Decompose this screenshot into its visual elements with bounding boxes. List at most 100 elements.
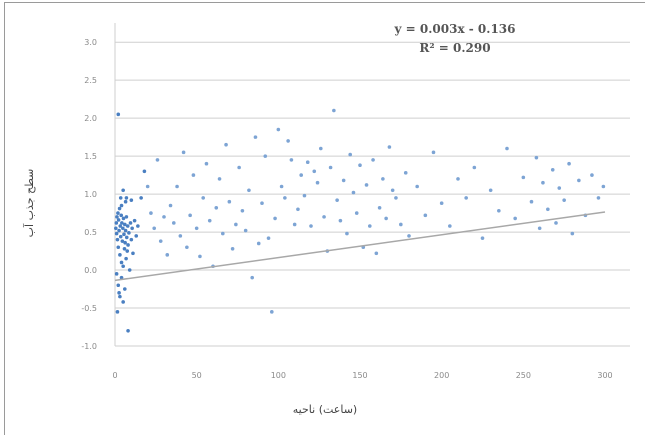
data-point (120, 221, 124, 225)
data-point (554, 221, 558, 225)
data-point (351, 190, 356, 195)
data-point (145, 184, 150, 189)
x-tick-label: 150 (352, 371, 367, 380)
data-point (136, 224, 140, 228)
x-tick-labels: 0 50 100 150 200 250 300 (112, 371, 612, 380)
data-point (124, 256, 128, 261)
data-point (118, 253, 122, 257)
data-point (407, 234, 411, 238)
data-point (315, 180, 320, 185)
data-point (247, 188, 251, 193)
y-tick-label: 1.0 (84, 190, 97, 199)
data-point (127, 268, 132, 272)
data-point (289, 158, 294, 162)
data-point (332, 108, 336, 113)
data-point (537, 226, 542, 231)
data-point (118, 224, 123, 228)
data-point (194, 226, 199, 231)
data-point (116, 245, 121, 250)
data-point (319, 146, 323, 151)
data-point (121, 264, 125, 269)
data-point (132, 218, 137, 223)
data-point (204, 161, 209, 166)
data-point (387, 145, 392, 149)
gridlines (114, 23, 630, 347)
data-point (120, 239, 125, 243)
data-point (354, 211, 359, 215)
y-tick-label: 1.5 (84, 152, 97, 161)
data-point (123, 222, 127, 227)
data-point (237, 165, 241, 170)
data-point (567, 161, 571, 166)
data-point (381, 177, 385, 181)
y-tick-label: 3.0 (84, 38, 97, 47)
data-point (253, 135, 258, 139)
data-point (115, 310, 120, 314)
data-point (155, 158, 160, 162)
data-point (279, 184, 284, 189)
data-point (328, 165, 333, 170)
data-point (431, 150, 436, 155)
data-point (224, 142, 228, 147)
trendline (114, 211, 606, 282)
x-tick-label: 300 (597, 371, 612, 380)
x-tick-label: 50 (192, 371, 202, 380)
data-point (243, 228, 248, 233)
data-point (130, 226, 134, 231)
r-squared-label: R² = 0.290 (419, 41, 490, 55)
data-point (570, 231, 575, 236)
data-point (115, 215, 119, 219)
y-tick-label: 0.5 (84, 228, 97, 237)
data-point (302, 193, 307, 198)
data-point (472, 165, 477, 170)
data-point (116, 112, 121, 117)
data-point (201, 196, 205, 200)
data-point (480, 236, 485, 240)
data-point (152, 226, 156, 231)
data-point (534, 155, 539, 160)
data-point (338, 218, 343, 223)
data-point (529, 199, 534, 204)
data-point (364, 183, 369, 187)
data-point (198, 254, 202, 259)
data-point (129, 198, 134, 202)
data-point (214, 205, 219, 210)
data-point (464, 196, 468, 200)
data-point (165, 253, 170, 257)
data-point (185, 245, 189, 250)
data-point (497, 209, 501, 213)
data-point (134, 234, 139, 238)
data-point (557, 186, 562, 190)
data-point (562, 198, 566, 202)
data-point (119, 275, 124, 280)
data-point (368, 224, 372, 228)
data-point (125, 224, 130, 228)
data-point (172, 221, 176, 225)
data-point (139, 196, 143, 200)
data-point (191, 173, 196, 177)
data-point (312, 169, 317, 174)
data-point (377, 205, 382, 210)
x-tick-label: 250 (516, 371, 531, 380)
y-tick-label: 2.5 (84, 76, 97, 85)
data-point (439, 201, 444, 206)
data-point (142, 169, 147, 174)
data-point (488, 188, 493, 193)
data-point (121, 188, 125, 193)
data-point (121, 226, 125, 231)
x-tick-label: 0 (112, 371, 117, 380)
data-point (299, 173, 304, 177)
y-axis-title: سطح جذب آب (22, 169, 36, 238)
data-point (505, 146, 509, 151)
data-point (162, 215, 166, 219)
data-point (168, 203, 173, 208)
data-point (181, 150, 186, 155)
data-point (117, 206, 122, 211)
scatter-chart: -1.0 -0.5 0.0 0.5 1.0 1.5 2.0 2.5 3.0 0 50 100 150 2… (5, 3, 646, 436)
trendline-equation: y = 0.003x - 0.136 (393, 22, 515, 36)
data-point (394, 196, 398, 200)
data-point (390, 188, 395, 193)
data-point (175, 184, 179, 189)
data-point (374, 251, 379, 256)
data-point (128, 221, 133, 225)
